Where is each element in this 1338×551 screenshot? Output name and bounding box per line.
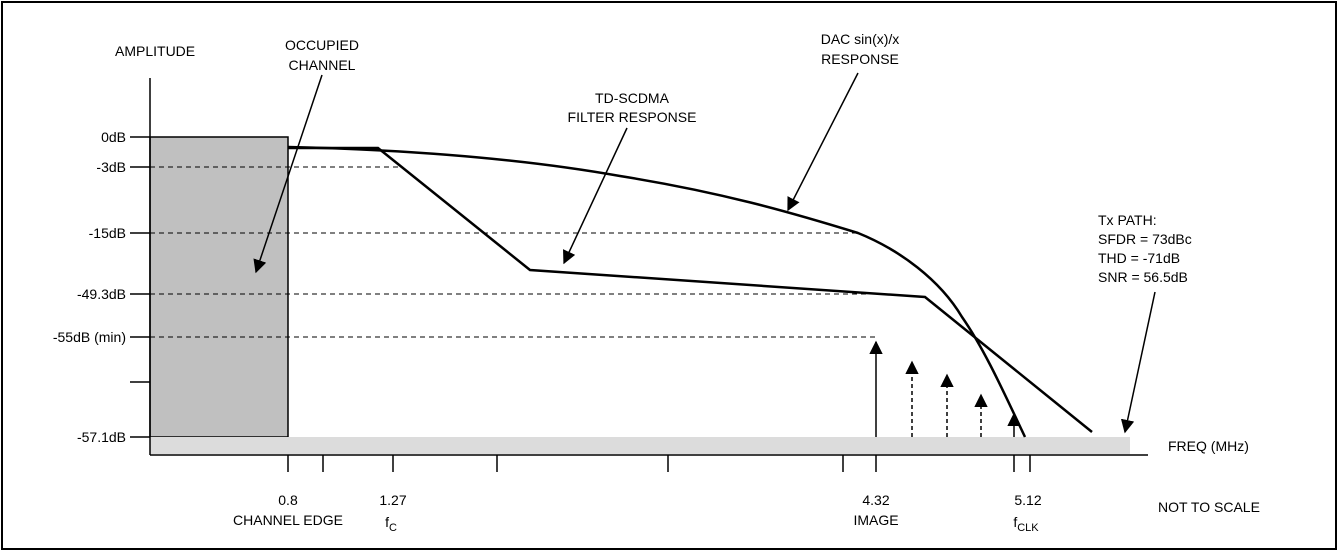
tx-path-snr: SNR = 56.5dB xyxy=(1098,269,1188,285)
noise-floor-band xyxy=(150,437,1130,454)
y-label-m49db: -49.3dB xyxy=(77,286,126,302)
dac-response-label-line1: DAC sin(x)/x xyxy=(821,31,900,47)
y-label-m55db: -55dB (min) xyxy=(53,329,126,345)
y-label-m15db: -15dB xyxy=(89,225,126,241)
filter-response-label-line2: FILTER RESPONSE xyxy=(568,109,697,125)
freq-axis-label: FREQ (MHz) xyxy=(1168,438,1249,454)
x-label-image: IMAGE xyxy=(853,512,898,528)
not-to-scale-note: NOT TO SCALE xyxy=(1158,499,1260,515)
tx-path-pointer xyxy=(1120,291,1156,434)
x-label-5-12: 5.12 xyxy=(1014,492,1041,508)
dac-response-label-line2: RESPONSE xyxy=(821,51,899,67)
y-label-m3db: -3dB xyxy=(96,159,126,175)
reference-lines xyxy=(150,166,880,338)
dac-response-pointer xyxy=(787,72,859,212)
x-label-channel-edge: CHANNEL EDGE xyxy=(233,512,343,528)
amplitude-label: AMPLITUDE xyxy=(115,43,195,59)
x-label-4-32: 4.32 xyxy=(862,492,889,508)
tx-path-sfdr: SFDR = 73dBc xyxy=(1098,231,1192,247)
occupied-channel-pointer xyxy=(253,74,323,274)
y-label-0db: 0dB xyxy=(101,129,126,145)
x-axis-ticks xyxy=(287,455,1031,472)
y-label-m57db: -57.1dB xyxy=(77,429,126,445)
x-axis-labels: 0.8 CHANNEL EDGE 1.27 fC 4.32 IMAGE 5.12… xyxy=(233,492,1042,534)
x-label-0-8: 0.8 xyxy=(278,492,298,508)
y-axis-ticks xyxy=(130,136,150,438)
y-axis-labels: 0dB -3dB -15dB -49.3dB -55dB (min) -57.1… xyxy=(53,129,126,445)
tx-path-thd: THD = -71dB xyxy=(1098,250,1180,266)
x-label-fc: fC xyxy=(385,514,397,534)
x-label-1-27: 1.27 xyxy=(379,492,406,508)
filter-response-curve xyxy=(288,146,1093,433)
filter-response-label-line1: TD-SCDMA xyxy=(595,90,670,106)
dac-sinx-response-curve xyxy=(287,145,1027,438)
filter-response-pointer xyxy=(563,127,628,265)
occupied-channel-label-line2: CHANNEL xyxy=(289,57,356,73)
tx-path-title: Tx PATH: xyxy=(1098,212,1157,228)
occupied-channel-block xyxy=(149,136,289,438)
x-label-fclk: fCLK xyxy=(1013,514,1039,534)
occupied-channel-label-line1: OCCUPIED xyxy=(285,37,359,53)
